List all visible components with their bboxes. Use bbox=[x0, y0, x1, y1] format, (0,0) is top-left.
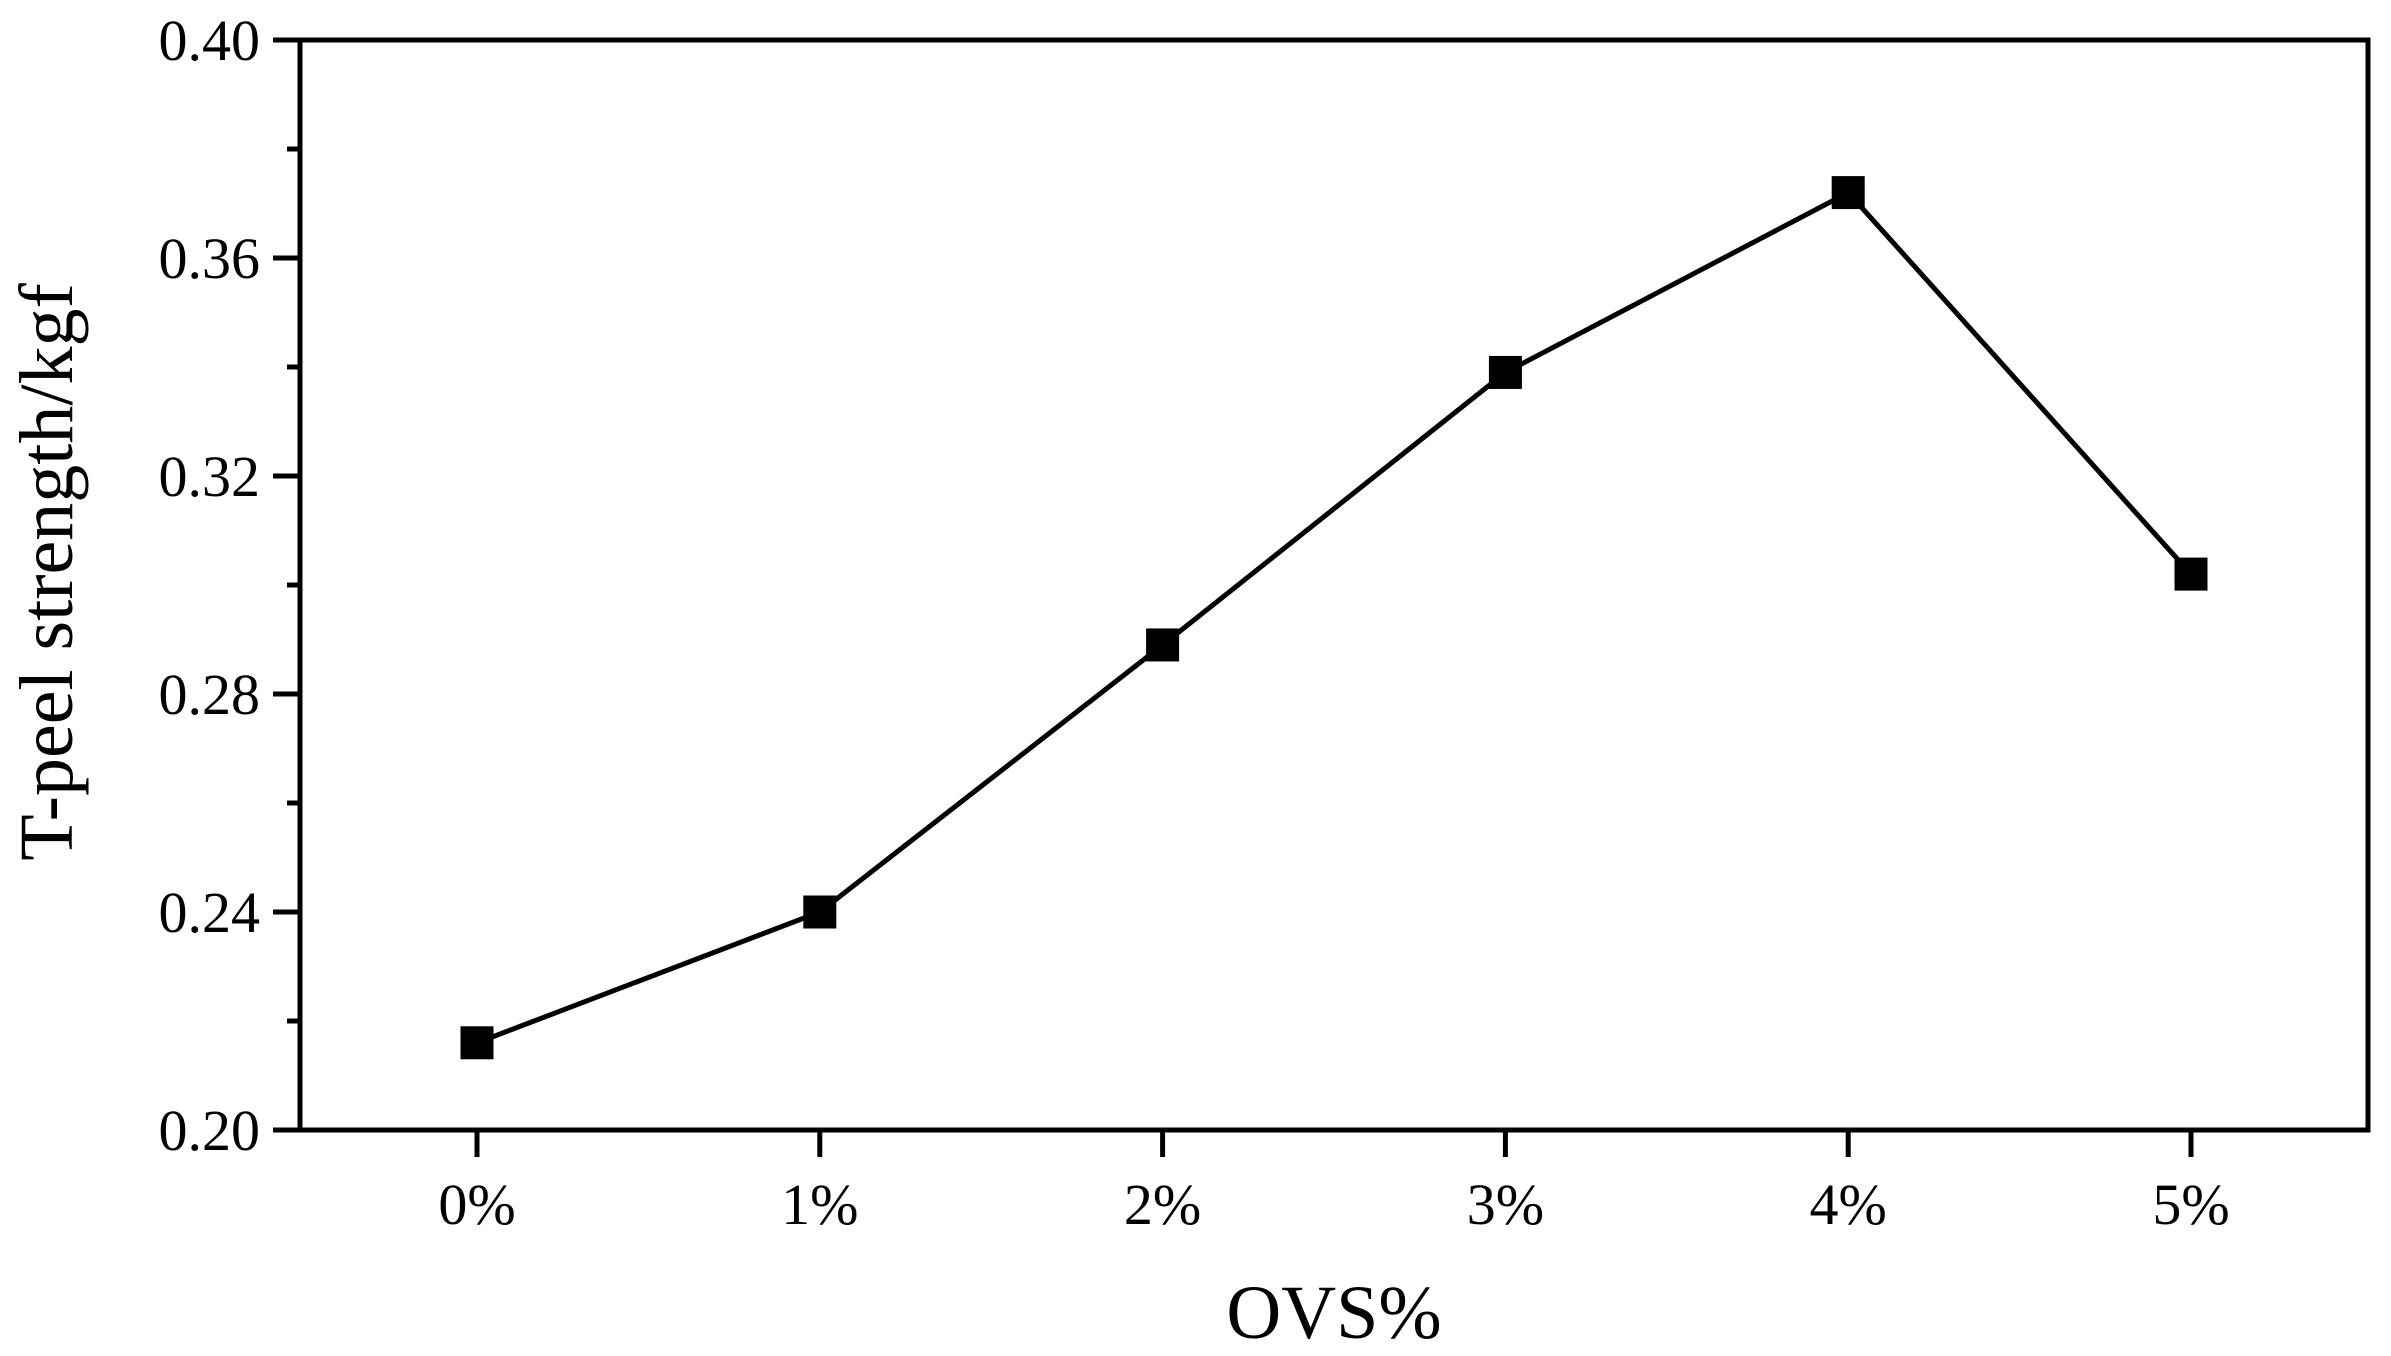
y-axis-title: T-peel strength/kgf bbox=[5, 283, 89, 861]
data-point-marker bbox=[803, 895, 837, 929]
y-tick-label: 0.24 bbox=[159, 880, 261, 945]
x-tick-label: 1% bbox=[781, 1172, 858, 1237]
x-tick-label: 2% bbox=[1124, 1172, 1201, 1237]
data-point-marker bbox=[460, 1026, 494, 1060]
x-axis-title: OVS% bbox=[1226, 1271, 1441, 1355]
y-tick-label: 0.40 bbox=[159, 8, 261, 73]
data-point-marker bbox=[2174, 557, 2208, 591]
x-tick-label: 5% bbox=[2152, 1172, 2229, 1237]
data-point-marker bbox=[1146, 628, 1180, 662]
y-tick-label: 0.28 bbox=[159, 662, 261, 727]
x-tick-label: 4% bbox=[1810, 1172, 1887, 1237]
y-axis: 0.20 0.24 0.28 0.32 0.36 0.40 bbox=[159, 8, 300, 1163]
plot-frame-border bbox=[297, 37, 2371, 1133]
x-axis: 0% 1% 2% 3% 4% 5% bbox=[438, 1130, 2230, 1237]
plot-frame bbox=[297, 37, 2371, 1133]
y-tick-label: 0.20 bbox=[159, 1098, 261, 1163]
y-tick-label: 0.32 bbox=[159, 444, 261, 509]
data-series bbox=[460, 176, 2208, 1060]
data-point-marker bbox=[1488, 355, 1522, 389]
y-tick-label: 0.36 bbox=[159, 226, 261, 291]
x-tick-label: 3% bbox=[1467, 1172, 1544, 1237]
data-point-marker bbox=[1831, 176, 1865, 210]
series-line bbox=[476, 189, 2193, 1046]
x-tick-label: 0% bbox=[438, 1172, 515, 1237]
